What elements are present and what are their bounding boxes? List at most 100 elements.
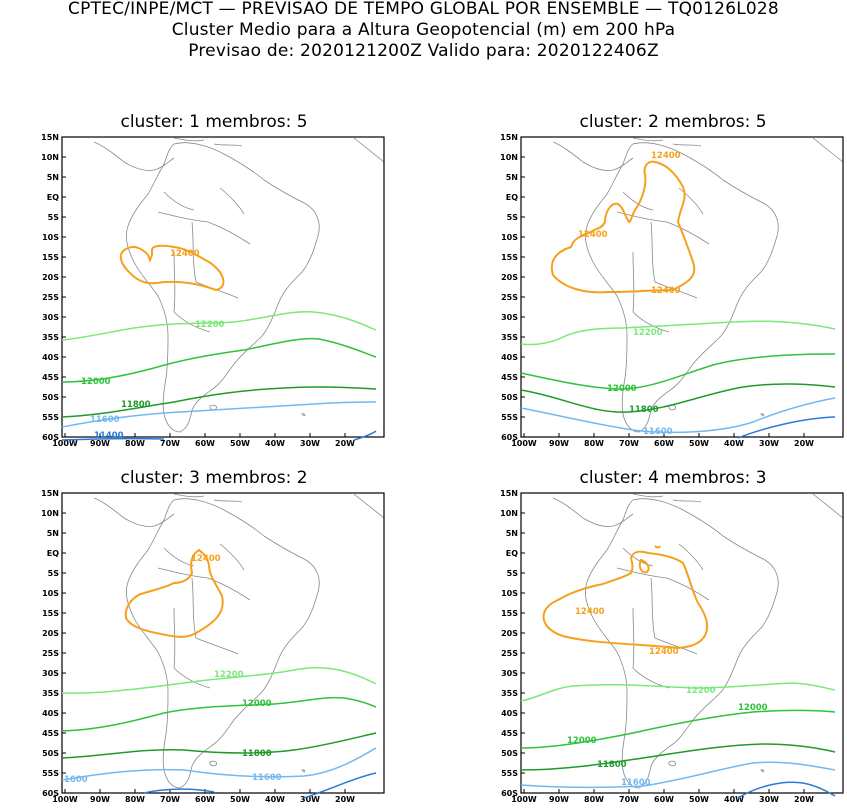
contour-11600 [520, 397, 836, 434]
lat-tick-label: 55S [42, 769, 59, 778]
coastline-path [668, 760, 676, 767]
lon-tick-label: 70W [619, 439, 639, 448]
lon-tick-label: 20W [794, 439, 814, 448]
lon-tick-label: 90W [549, 795, 569, 804]
contour-label-12400-b: 12400 [649, 647, 679, 657]
lat-tick-label: 20S [42, 273, 59, 282]
contour-label-11600: 11600 [90, 415, 120, 425]
lon-tick-label: 70W [160, 795, 180, 804]
lat-tick-label: 10S [501, 589, 518, 598]
lat-tick-label: 20S [501, 273, 518, 282]
map-border [61, 136, 385, 438]
contour-label-12000: 12000 [607, 384, 637, 394]
contour-label-12200: 12200 [686, 686, 716, 696]
contour-12400-outer [550, 160, 696, 294]
lat-tick-label: 30S [501, 313, 518, 322]
map-border [520, 136, 844, 438]
contour-label-11400: 11400 [94, 431, 124, 441]
lat-tick-label: 50S [501, 393, 518, 402]
lon-tick-label: 20W [335, 795, 355, 804]
contour-label-11600: 11600 [643, 427, 673, 437]
contour-11800 [520, 383, 836, 413]
lat-tick-label: 10N [500, 153, 518, 162]
lat-tick-label: 25S [42, 293, 59, 302]
lat-tick-label: 5S [48, 569, 60, 578]
contour-11600 [61, 401, 377, 428]
contour-11800 [61, 386, 377, 418]
coastline-path [812, 493, 844, 519]
lat-tick-label: 15S [42, 609, 59, 618]
lon-tick-label: 50W [230, 439, 250, 448]
lon-tick-label: 80W [584, 439, 604, 448]
coastline-path [760, 413, 765, 417]
lat-tick-label: 40S [501, 709, 518, 718]
contour-12000 [520, 353, 836, 390]
coastline-path [760, 769, 765, 773]
cluster-panel-1: cluster: 1 membros: 5 15N 10N 5N EQ 5S 10S 15S… [24, 112, 404, 448]
lon-tick-label: 30W [759, 795, 779, 804]
contour-label-12200: 12200 [195, 320, 225, 330]
contour-12400-inner [638, 545, 661, 574]
lon-tick-label: 40W [724, 439, 744, 448]
coastline-path [173, 137, 243, 147]
lat-tick-label: 60S [501, 433, 518, 442]
lat-tick-label: 15N [500, 489, 518, 498]
coastline-path [301, 413, 306, 417]
lat-tick-label: 30S [501, 669, 518, 678]
lon-tick-label: 60W [195, 439, 215, 448]
lon-tick-label: 80W [584, 795, 604, 804]
lat-tick-label: 40S [42, 353, 59, 362]
coastline-path [552, 497, 634, 527]
panel-title: cluster: 4 membros: 3 [579, 468, 767, 488]
contour-12200 [520, 682, 836, 702]
lat-tick-label: 40S [42, 709, 59, 718]
map-border [61, 492, 385, 794]
lat-tick-label: EQ [47, 549, 59, 558]
lat-tick-label: 10N [500, 509, 518, 518]
contour-12400-outer [542, 550, 709, 650]
contour-12400 [124, 548, 224, 638]
contour-label-11800: 11800 [121, 400, 151, 410]
map-frame: 15N 10N 5N EQ 5S 10S 15S 20S 25S 30S 35S 40S 45S 50S 5… [500, 133, 844, 448]
coastline-path [126, 498, 320, 789]
lat-tick-label: 5N [47, 529, 59, 538]
lat-tick-label: 50S [501, 749, 518, 758]
lat-tick-label: 20S [42, 629, 59, 638]
lat-tick-label: 35S [501, 689, 518, 698]
contour-12000 [520, 709, 836, 749]
contour-label-12400-a: 12400 [575, 607, 605, 617]
lon-tick-label: 60W [195, 795, 215, 804]
lat-tick-label: 15S [501, 609, 518, 618]
coastline-path [632, 137, 702, 147]
lon-tick-label: 90W [90, 795, 110, 804]
lon-tick-label: 60W [654, 439, 674, 448]
lat-tick-label: EQ [506, 193, 518, 202]
contour-12200 [520, 320, 836, 346]
lon-tick-label: 100W [52, 439, 78, 448]
contour-11600 [61, 747, 377, 781]
lon-tick-label: 80W [125, 439, 145, 448]
header-line-2: Cluster Medio para a Altura Geopotencial… [171, 20, 676, 40]
cluster-panel-3: cluster: 3 membros: 2 15N 10N 5N EQ 5S 10S 15S… [24, 468, 404, 804]
lat-tick-label: 35S [42, 689, 59, 698]
contour-11400 [737, 781, 836, 799]
lon-tick-label: 40W [265, 439, 285, 448]
contour-label-12400-c: 12400 [651, 286, 681, 296]
lon-tick-label: 30W [759, 439, 779, 448]
panel-title: cluster: 1 membros: 5 [120, 112, 308, 132]
lat-tick-label: 10N [41, 153, 59, 162]
contour-12200 [61, 310, 377, 341]
lon-tick-label: 90W [549, 439, 569, 448]
lat-tick-label: 25S [501, 293, 518, 302]
lat-tick-label: 25S [501, 649, 518, 658]
map-frame: 15N 10N 5N EQ 5S 10S 15S 20S 25S 30S 35S 40S 45S 50S 5… [41, 133, 385, 448]
contour-label-12400: 12400 [170, 249, 200, 259]
lon-tick-label: 80W [125, 795, 145, 804]
lat-tick-label: 30S [42, 313, 59, 322]
lat-tick-label: 15N [500, 133, 518, 142]
lat-tick-label: 50S [42, 393, 59, 402]
lon-tick-label: 100W [52, 795, 78, 804]
lat-tick-label: 10S [42, 589, 59, 598]
contour-11400 [737, 416, 836, 439]
map-frame: 15N 10N 5N EQ 5S 10S 15S 20S 25S 30S 35S 40S 45S 50S 5… [41, 489, 385, 804]
